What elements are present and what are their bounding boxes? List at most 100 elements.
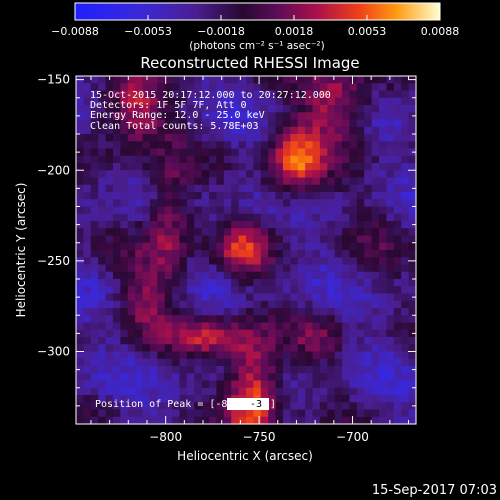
heatmap-cell — [371, 293, 380, 302]
heatmap-cell — [149, 409, 158, 418]
heatmap-cell — [268, 322, 277, 331]
heatmap-cell — [408, 337, 417, 345]
heatmap-cell — [172, 119, 181, 128]
heatmap-cell — [290, 351, 299, 360]
heatmap-cell — [282, 402, 291, 411]
heatmap-cell — [172, 83, 181, 92]
heatmap-cell — [401, 358, 410, 367]
heatmap-cell — [238, 155, 247, 164]
heatmap-cell — [179, 329, 188, 338]
heatmap-cell — [401, 387, 410, 396]
heatmap-cell — [112, 119, 121, 128]
heatmap-cell — [342, 199, 351, 208]
heatmap-cell — [223, 112, 232, 121]
heatmap-cell — [179, 126, 188, 135]
heatmap-cell — [186, 199, 195, 208]
heatmap-cell — [179, 366, 188, 374]
heatmap-cell — [120, 97, 129, 106]
heatmap-cell — [334, 105, 343, 113]
heatmap-cell — [127, 235, 136, 244]
heatmap-cell — [238, 184, 247, 193]
heatmap-cell — [393, 300, 402, 309]
heatmap-cell — [268, 97, 277, 106]
heatmap-cell — [157, 387, 166, 396]
heatmap-cell — [194, 177, 203, 186]
heatmap-cell — [312, 322, 321, 331]
heatmap-cell — [393, 373, 402, 382]
heatmap-cell — [201, 409, 210, 418]
heatmap-cell — [194, 76, 203, 84]
heatmap-cell — [76, 279, 84, 287]
heatmap-cell — [379, 97, 388, 106]
heatmap-cell — [223, 257, 232, 266]
heatmap-cell — [246, 387, 254, 396]
heatmap-cell — [194, 141, 203, 150]
heatmap-cell — [201, 105, 210, 113]
heatmap-cell — [135, 387, 144, 396]
heatmap-cell — [179, 112, 188, 121]
heatmap-cell — [90, 344, 99, 353]
heatmap-cell — [83, 315, 92, 324]
heatmap-cell — [356, 409, 365, 418]
heatmap-cell — [223, 148, 232, 157]
heatmap-cell — [393, 380, 402, 389]
y-tick-label: −300 — [37, 345, 70, 359]
heatmap-cell — [201, 329, 210, 338]
heatmap-cell — [275, 242, 284, 251]
heatmap-cell — [260, 141, 269, 150]
heatmap-cell — [349, 387, 358, 396]
heatmap-cell — [142, 126, 151, 135]
heatmap-cell — [379, 351, 388, 360]
heatmap-cell — [401, 315, 410, 324]
heatmap-cell — [83, 409, 92, 418]
heatmap-cell — [253, 235, 262, 244]
heatmap-cell — [297, 387, 306, 396]
heatmap-cell — [371, 76, 380, 84]
heatmap-cell — [349, 322, 358, 331]
heatmap-cell — [112, 308, 121, 316]
heatmap-cell — [305, 170, 314, 179]
heatmap-cell — [393, 192, 402, 200]
heatmap-cell — [223, 416, 232, 425]
heatmap-cell — [290, 380, 299, 389]
heatmap-cell — [179, 206, 188, 215]
heatmap-cell — [164, 242, 173, 251]
heatmap-cell — [127, 97, 136, 106]
heatmap-cell — [216, 148, 225, 157]
heatmap-cell — [290, 337, 299, 345]
heatmap-cell — [379, 221, 388, 229]
heatmap-cell — [371, 242, 380, 251]
heatmap-cell — [364, 105, 373, 113]
heatmap-cell — [76, 192, 84, 200]
heatmap-cell — [179, 416, 188, 425]
heatmap-cell — [194, 300, 203, 309]
heatmap-cell — [105, 155, 114, 164]
heatmap-cell — [112, 170, 121, 179]
heatmap-cell — [179, 279, 188, 287]
heatmap-cell — [349, 134, 358, 142]
heatmap-cell — [260, 286, 269, 295]
heatmap-cell — [290, 112, 299, 121]
heatmap-cell — [142, 300, 151, 309]
heatmap-cell — [201, 126, 210, 135]
heatmap-cell — [127, 155, 136, 164]
heatmap-cell — [164, 228, 173, 237]
heatmap-cell — [238, 329, 247, 338]
heatmap-cell — [194, 395, 203, 403]
heatmap-cell — [319, 351, 328, 360]
heatmap-cell — [379, 228, 388, 237]
heatmap-cell — [142, 344, 151, 353]
heatmap-cell — [334, 199, 343, 208]
heatmap-cell — [253, 228, 262, 237]
heatmap-cell — [83, 373, 92, 382]
heatmap-cell — [386, 83, 395, 92]
heatmap-cell — [371, 228, 380, 237]
heatmap-cell — [342, 271, 351, 280]
heatmap-cell — [83, 148, 92, 157]
heatmap-cell — [342, 177, 351, 186]
heatmap-cell — [408, 228, 417, 237]
heatmap-cell — [253, 387, 262, 396]
heatmap-cell — [238, 97, 247, 106]
heatmap-cell — [282, 293, 291, 302]
heatmap-cell — [342, 286, 351, 295]
